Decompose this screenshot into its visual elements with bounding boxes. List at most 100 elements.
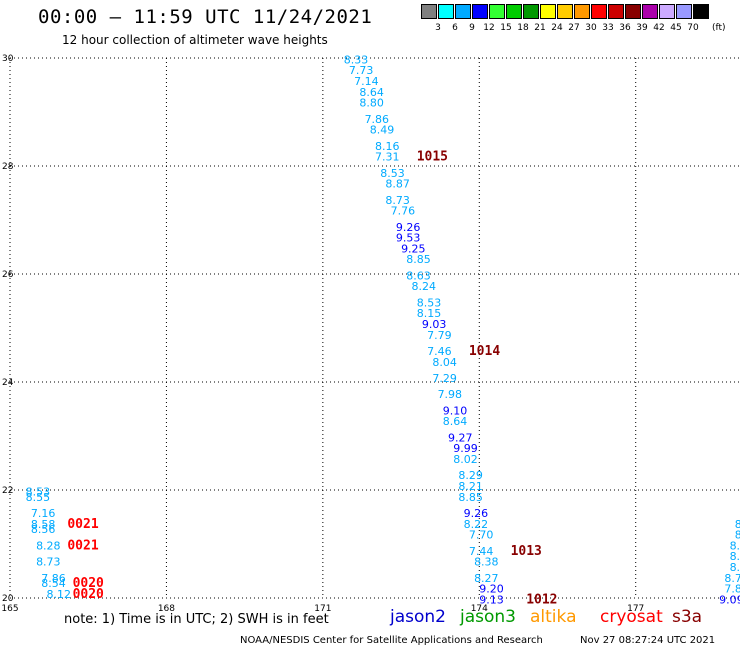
wave-height-point: 7.86 <box>41 572 66 585</box>
wave-height-point: 8.73 <box>385 194 410 207</box>
legend-swatch <box>574 4 590 19</box>
wave-height-point: 8.55 <box>26 491 51 504</box>
pass-time-label: 0021 <box>67 538 98 553</box>
wave-height-point: 8.64 <box>359 86 384 99</box>
legend-swatch <box>455 4 471 19</box>
legend-label: 3 <box>435 23 441 33</box>
y-tick-label: 20 <box>2 594 14 604</box>
y-tick-label: 30 <box>2 54 14 64</box>
wave-height-point: 7.70 <box>469 529 494 542</box>
wave-height-point: 7.76 <box>391 205 416 218</box>
legend-swatch <box>506 4 522 19</box>
pass-time-label: 0020 <box>73 587 104 602</box>
wave-height-point: 8.56 <box>31 523 56 536</box>
wave-height-point: 8.64 <box>443 415 468 428</box>
wave-height-point: 8.58 <box>31 518 56 531</box>
wave-height-point: 8.38 <box>474 556 499 569</box>
y-tick-label: 22 <box>2 486 13 496</box>
wave-height-point: 8.61 <box>730 561 740 574</box>
legend-label: 27 <box>568 23 580 33</box>
wave-height-point: 7.85 <box>724 583 740 596</box>
legend-swatch <box>540 4 556 19</box>
legend-swatch <box>676 4 692 19</box>
wave-height-point: 8 <box>735 518 740 531</box>
wave-height-point: 7.14 <box>354 75 379 88</box>
wave-height-point: 9.26 <box>464 507 489 520</box>
legend-swatch <box>438 4 454 19</box>
legend-label: 39 <box>636 23 648 33</box>
wave-height-point: 7.86 <box>365 113 390 126</box>
mission-jason3: jason3 <box>460 607 516 627</box>
pass-time-label: 1015 <box>417 150 448 165</box>
wave-height-point: 9.20 <box>479 583 504 596</box>
wave-height-point: 7.46 <box>427 345 452 358</box>
wave-height-point: 8.02 <box>453 453 478 466</box>
wave-height-point: 8.29 <box>458 469 483 482</box>
legend-swatch <box>421 4 437 19</box>
wave-height-point: 8.63 <box>406 269 431 282</box>
wave-height-point: 8.22 <box>464 518 489 531</box>
pass-time-label: 1012 <box>526 592 557 607</box>
legend-swatch <box>557 4 573 19</box>
wave-height-point: 8.87 <box>385 178 410 191</box>
wave-height-point: 8.38 <box>730 550 740 563</box>
wave-height-point: 8.80 <box>359 97 384 110</box>
legend-label: 12 <box>483 23 495 33</box>
wave-height-point: 8.4 <box>735 529 740 542</box>
legend-swatch <box>591 4 607 19</box>
wave-height-point: 9.03 <box>422 318 447 331</box>
mission-cryosat: cryosat <box>600 607 663 627</box>
wave-height-point: 9.25 <box>401 242 426 255</box>
wave-height-point: 8.28 <box>36 539 61 552</box>
legend-swatch <box>659 4 675 19</box>
wave-height-point: 9.27 <box>448 431 473 444</box>
wave-height-point: 9.53 <box>396 232 421 245</box>
wave-height-point: 8.85 <box>406 253 431 266</box>
wave-height-point: 8.53 <box>380 167 405 180</box>
wave-height-point: 8.53 <box>417 296 442 309</box>
wave-height-point: 8.12 <box>47 588 72 601</box>
wave-height-point: 7.29 <box>432 372 457 385</box>
wave-height-point: 8.53 <box>26 485 51 498</box>
pass-time-label: 1014 <box>469 344 500 359</box>
wave-height-point: 8.54 <box>41 577 66 590</box>
wave-height-point: 8.16 <box>375 140 400 153</box>
wave-height-point: 7.79 <box>427 329 452 342</box>
legend-label: 45 <box>670 23 682 33</box>
wave-height-point: 9.26 <box>396 221 421 234</box>
wave-height-point: 9.09 <box>719 593 740 606</box>
x-tick-label: 177 <box>627 604 644 614</box>
wave-height-point: 8.73 <box>36 556 61 569</box>
legend-label: 9 <box>469 23 475 33</box>
legend-label: 42 <box>653 23 665 33</box>
wave-height-point: 9.10 <box>443 404 468 417</box>
mission-s3a: s3a <box>672 607 703 627</box>
wave-height-point: 7.31 <box>375 151 400 164</box>
legend-swatch <box>693 4 709 19</box>
wave-height-point: 8.27 <box>474 572 499 585</box>
wave-height-point: 8.85 <box>458 491 483 504</box>
legend-swatch <box>608 4 624 19</box>
wave-height-point: 7.16 <box>31 507 56 520</box>
x-tick-label: 171 <box>314 604 331 614</box>
legend-label: 15 <box>500 23 512 33</box>
wave-height-point: 7.44 <box>469 545 494 558</box>
x-tick-label: 165 <box>1 604 18 614</box>
legend-swatch <box>489 4 505 19</box>
mission-altika: altika <box>530 607 577 627</box>
legend-swatch <box>523 4 539 19</box>
wave-height-point: 7.73 <box>349 64 374 77</box>
x-tick-label: 174 <box>471 604 488 614</box>
chart-title: 00:00 – 11:59 UTC 11/24/2021 <box>38 6 373 28</box>
legend-label: 70 <box>687 23 699 33</box>
legend-label: 21 <box>534 23 546 33</box>
wave-height-point: 8.4 <box>730 539 740 552</box>
legend-label: 24 <box>551 23 563 33</box>
chart-subtitle: 12 hour collection of altimeter wave hei… <box>62 33 328 47</box>
y-tick-label: 24 <box>2 378 14 388</box>
legend-swatch <box>625 4 641 19</box>
units-note: note: 1) Time is in UTC; 2) SWH is in fe… <box>64 612 329 627</box>
wave-height-point: 8.33 <box>344 53 369 66</box>
y-tick-label: 28 <box>2 162 14 172</box>
